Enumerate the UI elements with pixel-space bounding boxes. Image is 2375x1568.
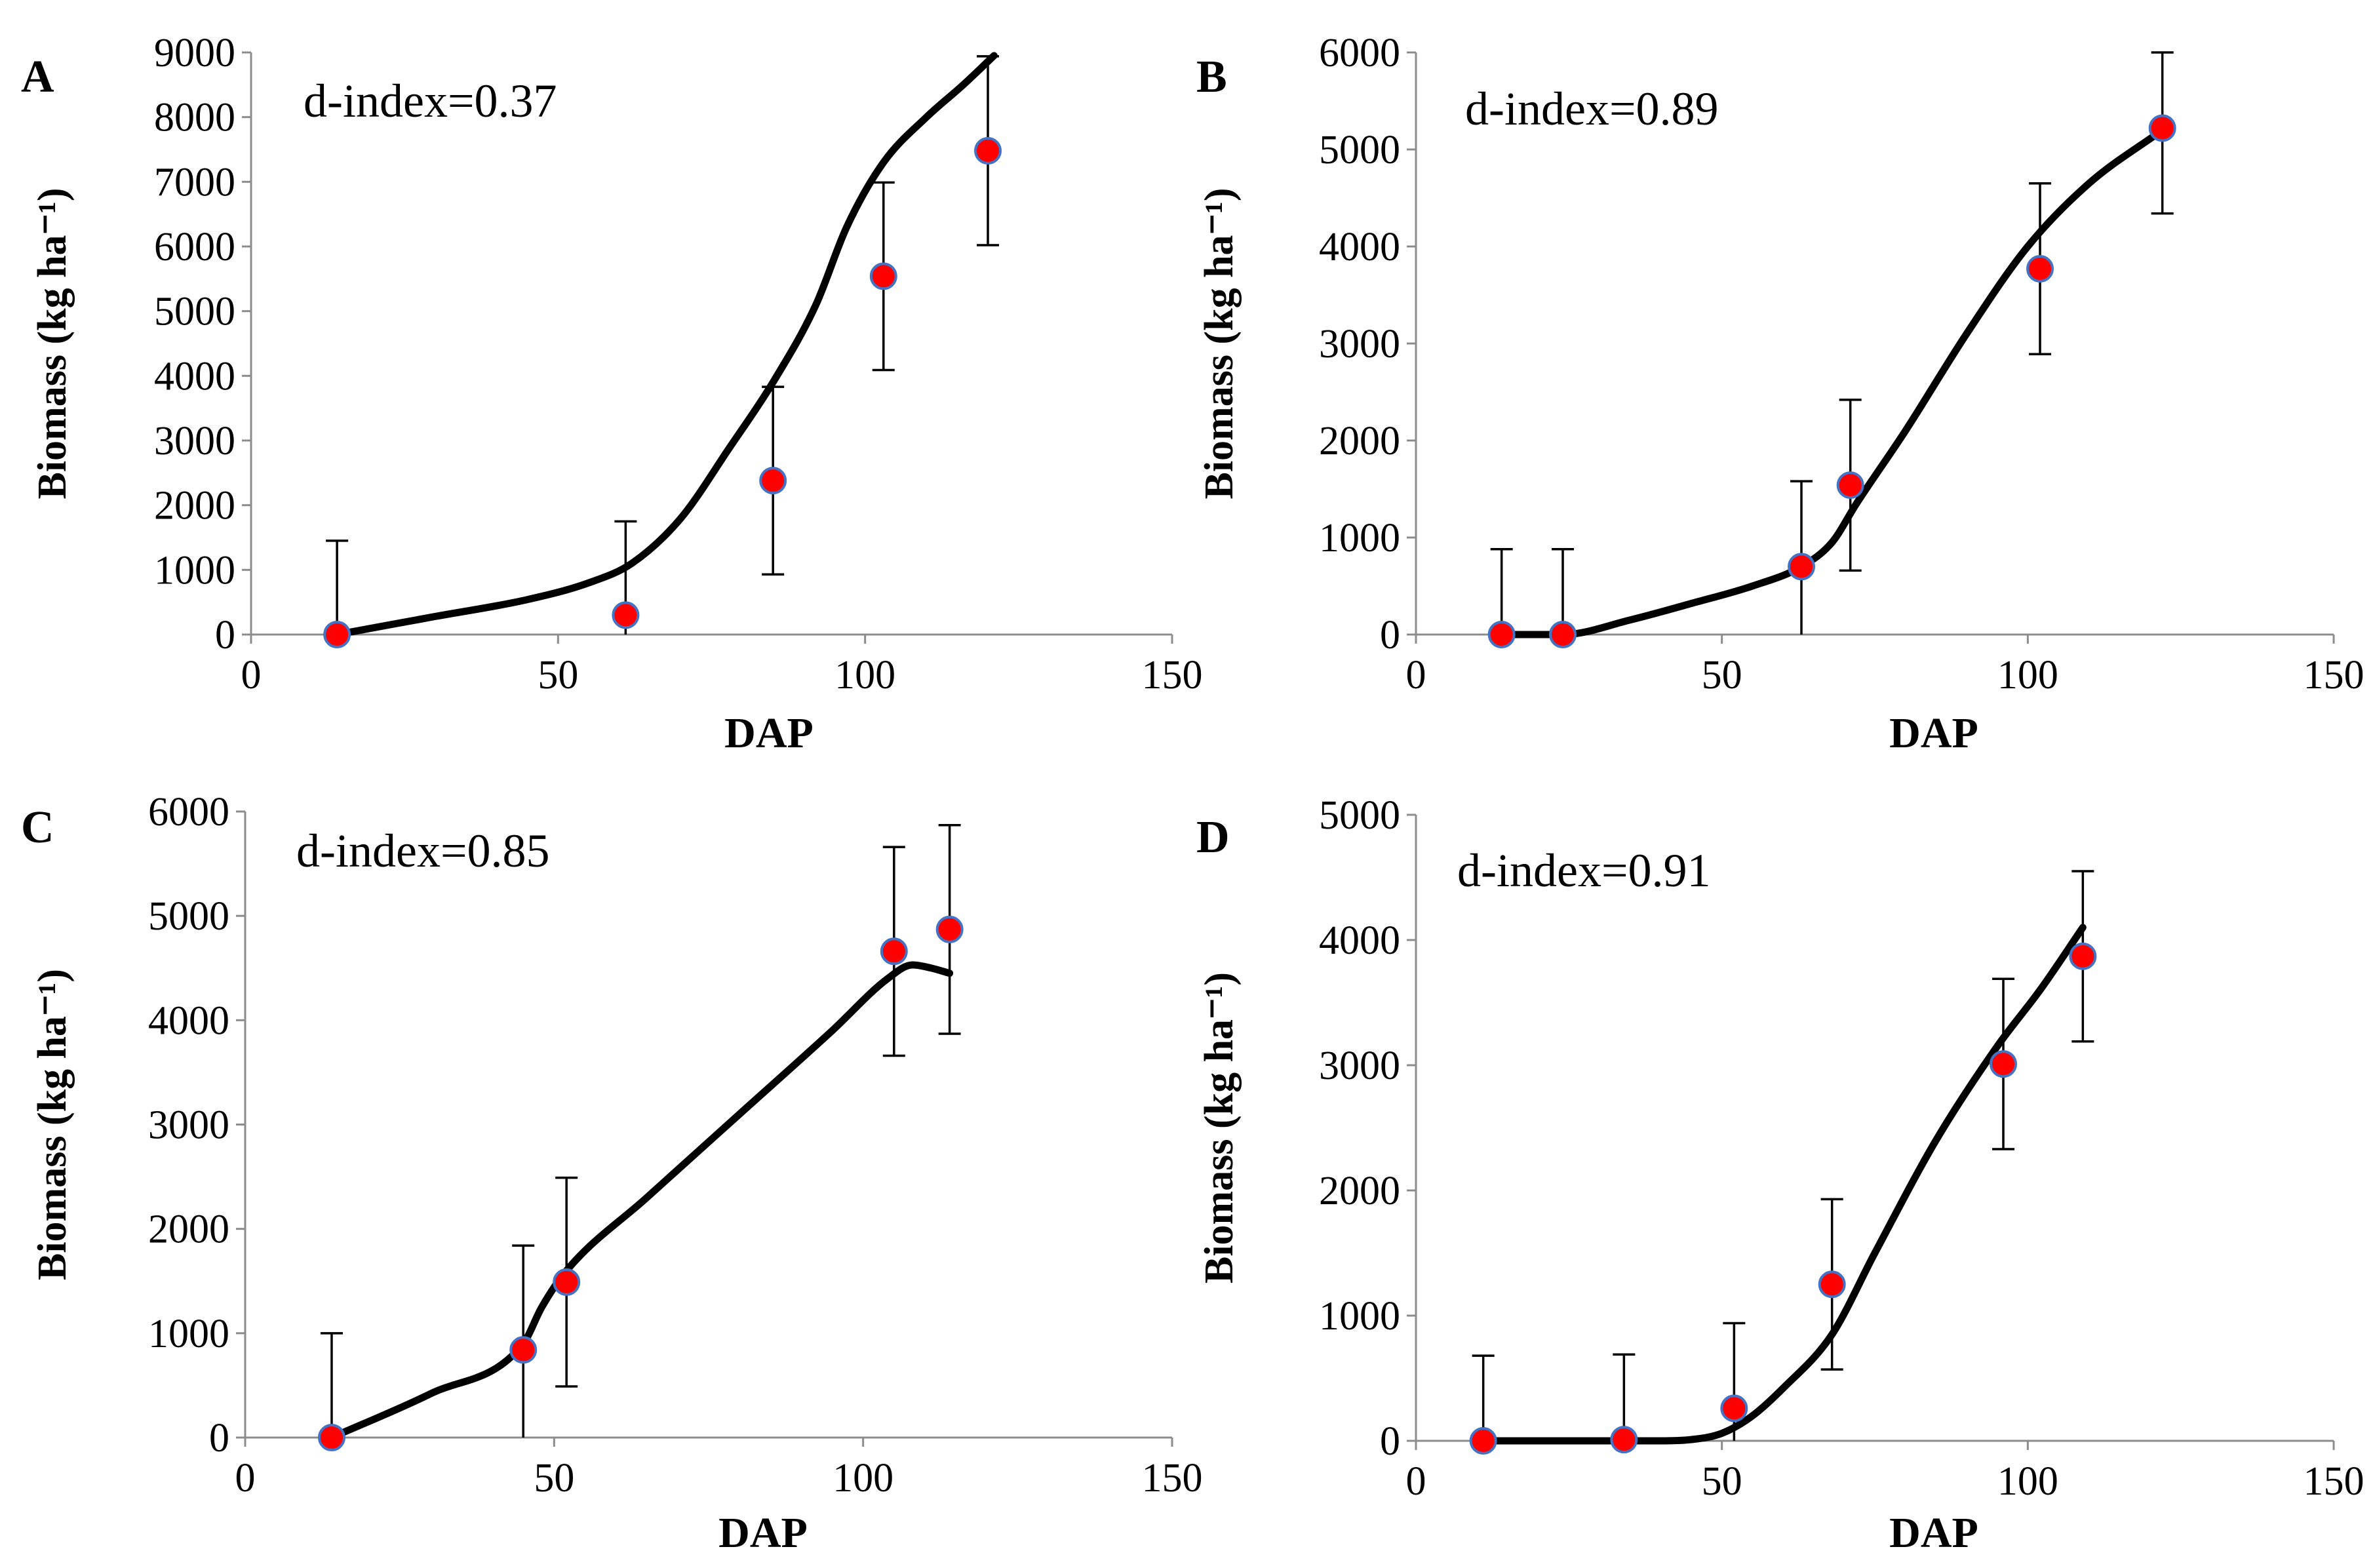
y-tick-label: 6000 [154,225,235,269]
y-tick-label: 1000 [148,1312,229,1356]
d-index-annotation: d-index=0.91 [1457,844,1711,897]
y-tick-label: 3000 [148,1103,229,1148]
y-tick-label: 4000 [154,354,235,399]
panel-d: 0 1000 2000 3000 4000 5000 0 50 100 150 Dd-index=0… [1196,793,2365,1557]
y-tick-label: 1000 [1319,1294,1400,1339]
y-tick-label: 0 [215,613,235,657]
x-axis-label: DAP [718,1509,808,1557]
panel-c: 0 1000 2000 3000 4000 5000 6000 0 50 100 150 C d-ind… [21,790,1203,1557]
observed-point [1788,553,1815,581]
observed-point [2148,114,2176,142]
simulated-line [328,961,954,1441]
d-index-annotation: d-index=0.37 [304,75,557,127]
d-index-annotation: d-index=0.85 [296,825,550,877]
panel-letter: D [1196,812,1230,863]
x-tick-label: 150 [1142,1456,1203,1500]
y-tick-label: 3000 [154,419,235,463]
x-axis-label: DAP [1889,709,1978,757]
x-tick-label: 0 [1406,1459,1426,1504]
d-index-annotation: d-index=0.89 [1465,83,1719,135]
observed-point [2026,255,2054,283]
y-tick-label: 3000 [1319,1044,1400,1088]
y-tick-label: 4000 [148,998,229,1043]
panel-letter: C [21,802,54,853]
observed-point [869,262,897,290]
y-axis-label: Biomass (kg ha⁻¹) [30,187,75,499]
y-axis-label: Biomass (kg ha⁻¹) [1197,187,1242,499]
x-tick-label: 50 [1702,653,1742,697]
x-axis-label: DAP [724,709,814,757]
y-tick-label: 1000 [154,548,235,593]
observed-point [1487,621,1516,648]
x-tick-label: 150 [2304,653,2365,697]
y-tick-label: 7000 [154,160,235,205]
y-tick-label: 3000 [1319,322,1400,366]
y-tick-label: 0 [209,1416,229,1460]
observed-point [509,1336,538,1364]
y-tick-label: 2000 [1319,419,1400,463]
x-tick-label: 0 [1406,653,1426,697]
panel-a: 0 1000 2000 3000 4000 5000 6000 7000 8000 9000 0 50… [21,31,1203,757]
observed-point [1836,471,1864,500]
x-tick-label: 50 [1702,1459,1742,1504]
x-tick-label: 100 [1997,653,2058,697]
y-tick-label: 5000 [1319,128,1400,172]
x-tick-label: 50 [538,653,578,697]
observed-point [759,467,787,495]
observed-point [1818,1270,1846,1299]
observed-point [323,621,351,648]
y-tick-label: 6000 [148,790,229,834]
observed-point [1469,1427,1497,1455]
y-tick-label: 2000 [154,484,235,528]
y-axis-label: Biomass (kg ha⁻¹) [30,969,75,1280]
observed-point [974,136,1002,165]
y-tick-label: 0 [1380,613,1400,657]
panel-letter: A [21,52,54,102]
panel-b: 0 1000 2000 3000 4000 5000 6000 0 50 100 150 Bd-ind… [1196,31,2365,757]
y-tick-label: 8000 [154,96,235,140]
x-tick-label: 0 [241,653,262,697]
observed-point [2069,942,2097,970]
simulated-line [333,52,998,638]
observed-point [1990,1050,2017,1078]
observed-point [612,601,640,629]
x-tick-label: 100 [1997,1459,2058,1504]
x-tick-label: 150 [1142,653,1203,697]
y-tick-label: 1000 [1319,516,1400,560]
y-tick-label: 4000 [1319,225,1400,269]
y-tick-label: 2000 [148,1207,229,1252]
y-tick-label: 9000 [154,31,235,75]
x-tick-label: 100 [833,1456,893,1500]
observed-point [880,937,908,966]
observed-point [1610,1426,1638,1454]
y-tick-label: 5000 [154,290,235,334]
x-tick-label: 100 [834,653,895,697]
observed-point [1720,1394,1748,1422]
panel-letter: B [1196,52,1227,102]
x-tick-label: 0 [235,1456,256,1500]
x-tick-label: 150 [2304,1459,2365,1504]
observed-point [317,1424,345,1451]
observed-point [553,1268,581,1296]
x-axis-label: DAP [1889,1509,1978,1557]
y-axis-label: Biomass (kg ha⁻¹) [1197,972,1242,1284]
y-tick-label: 0 [1380,1419,1400,1464]
observed-point [935,915,964,943]
y-tick-label: 2000 [1319,1169,1400,1213]
simulated-line [1480,924,2087,1445]
x-tick-label: 50 [534,1456,574,1500]
y-tick-label: 6000 [1319,31,1400,75]
simulated-line [1498,126,2167,638]
y-tick-label: 5000 [148,894,229,939]
y-tick-label: 4000 [1319,918,1400,963]
y-tick-label: 5000 [1319,793,1400,838]
observed-point [1549,621,1577,648]
